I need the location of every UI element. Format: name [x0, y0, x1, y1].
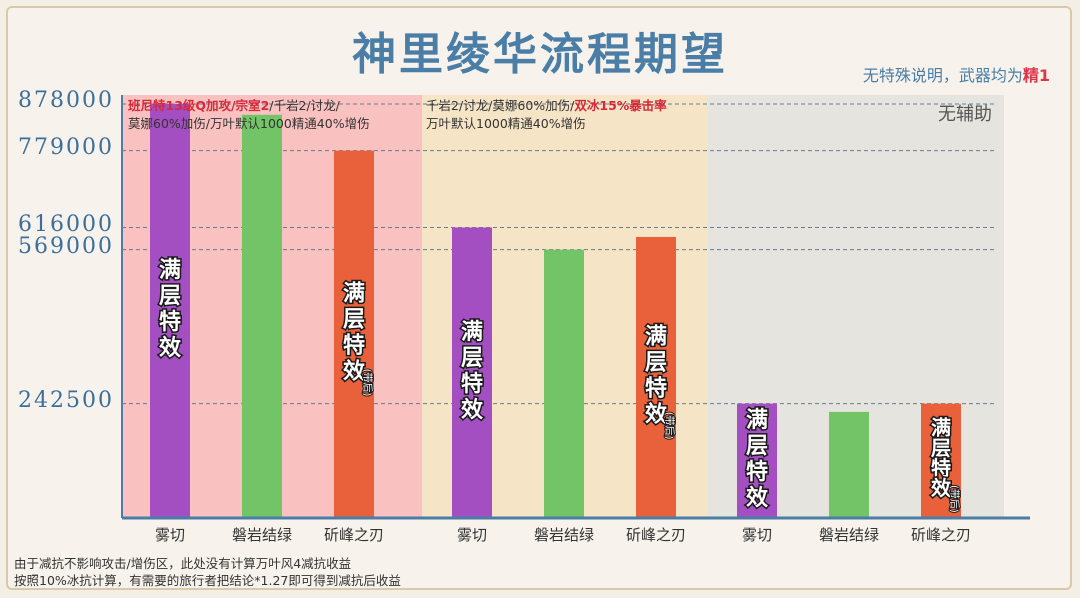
bar-annotation-char: 效 — [746, 485, 768, 511]
bar-2-2 — [544, 249, 584, 519]
x-tick-label: 雾切 — [457, 526, 487, 544]
bar-2-1 — [452, 227, 492, 518]
bar-1-2 — [242, 114, 282, 519]
bar-2-3 — [636, 236, 676, 518]
bar-3-2 — [829, 411, 869, 518]
bar-annotation-char: 满 — [645, 325, 667, 350]
bar-annotation-char: 效 — [343, 359, 365, 385]
bar-annotation-char: 层 — [159, 284, 181, 309]
y-tick-label: 242500 — [18, 387, 114, 413]
bar-annotation-char: 层 — [931, 436, 951, 460]
x-tick-label: 磐岩结绿 — [534, 526, 594, 544]
bar-annotation-char: 特 — [159, 309, 181, 335]
panel1-note: 班尼特13级Q加攻/宗室2/千岩2/讨龙/ 莫娜60%加伤/万叶默认1000精通… — [128, 97, 370, 133]
bar-3-3 — [921, 403, 961, 518]
bar-annotation-char: 层 — [343, 308, 365, 333]
panel1-note-line2: 莫娜60%加伤/万叶默认1000精通40%增伤 — [128, 116, 370, 131]
bar-3-1 — [737, 403, 777, 518]
subtitle-text: 无特殊说明，武器均为 — [862, 66, 1023, 85]
bar-annotation-char: 特 — [343, 333, 365, 359]
x-tick-label: 磐岩结绿 — [819, 526, 879, 544]
panel1-note-rest: /千岩2/讨龙/ — [269, 98, 340, 113]
x-tick-label: 雾切 — [155, 526, 185, 544]
y-tick-label: 878000 — [18, 87, 114, 113]
footer-line2: 按照10%冰抗计算，有需要的旅行者把结论*1.27即可得到减抗后收益 — [14, 573, 401, 588]
bar-annotation-char: 层 — [461, 346, 483, 371]
bar-annotation-char: 满 — [159, 258, 181, 283]
bar-annotation-char: 满 — [343, 282, 365, 307]
bar-annotation-char: 特 — [931, 456, 951, 480]
bar-annotation-char: 特 — [461, 371, 483, 397]
x-tick-label: 磐岩结绿 — [232, 526, 292, 544]
bar-annotation-small: (带后) — [663, 412, 675, 440]
bar-annotation-char: 特 — [746, 459, 768, 485]
bar-annotation-char: 满 — [746, 408, 768, 433]
bar-annotation-char: 效 — [159, 335, 181, 361]
bar-annotation-small: (带后) — [948, 485, 960, 513]
panel3-label: 无辅助 — [938, 104, 992, 125]
x-tick-label: 斫峰之刃 — [911, 526, 971, 544]
bar-annotation-char: 满 — [461, 320, 483, 345]
bar-1-1 — [150, 103, 190, 519]
panel2-note: 千岩2/讨龙/莫娜60%加伤/双冰15%暴击率 万叶默认1000精通40%增伤 — [426, 97, 667, 133]
bar-annotation-char: 特 — [645, 376, 667, 402]
panel2-note-line1: 千岩2/讨龙/莫娜60%加伤/ — [426, 98, 575, 113]
bar-annotation-char: 层 — [645, 351, 667, 376]
bar-1-3 — [334, 150, 374, 518]
footer-note: 由于减抗不影响攻击/增伤区，此处没有计算万叶风4减抗收益 按照10%冰抗计算，有… — [14, 555, 401, 589]
bar-annotation-char: 层 — [746, 434, 768, 459]
y-tick-label: 779000 — [18, 134, 114, 160]
x-tick-label: 斫峰之刃 — [324, 526, 384, 544]
panel1-note-emph: 班尼特13级Q加攻/宗室2 — [128, 98, 270, 113]
subtitle-emph: 精1 — [1022, 66, 1050, 85]
bar-annotation-char: 效 — [645, 402, 667, 428]
y-tick-label: 569000 — [18, 233, 114, 259]
bar-annotation-char: 满 — [931, 416, 951, 440]
panel2-note-emph: 双冰15%暴击率 — [574, 98, 667, 113]
subtitle: 无特殊说明，武器均为精1 — [863, 62, 1050, 86]
bar-annotation-char: 效 — [461, 397, 483, 423]
x-tick-label: 斫峰之刃 — [626, 526, 686, 544]
y-tick-label: 616000 — [18, 211, 114, 237]
bar-annotation-char: 效 — [931, 476, 952, 500]
bar-annotation-small: (带后) — [361, 369, 373, 397]
page-title: 神里绫华流程期望 — [352, 29, 728, 80]
panel2-note-line2: 万叶默认1000精通40%增伤 — [426, 116, 586, 131]
x-tick-label: 雾切 — [742, 526, 772, 544]
footer-line1: 由于减抗不影响攻击/增伤区，此处没有计算万叶风4减抗收益 — [14, 556, 352, 571]
